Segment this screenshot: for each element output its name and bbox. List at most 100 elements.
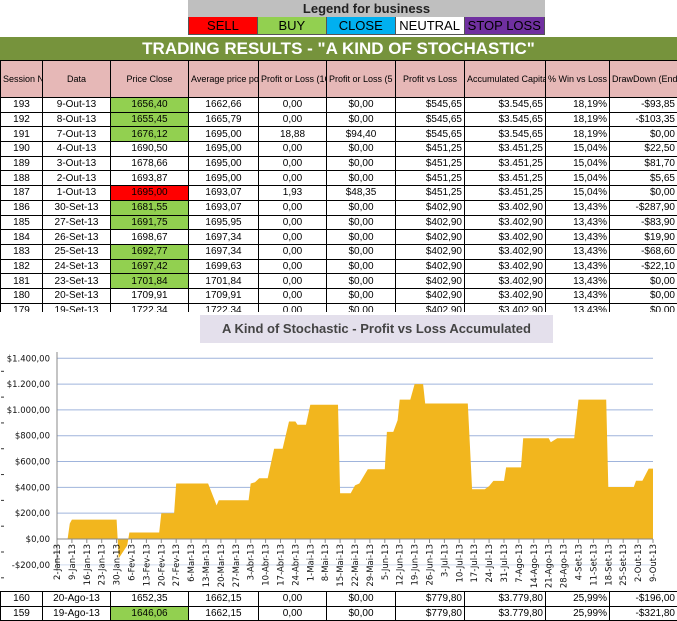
- cell-session-number: 191: [0, 126, 43, 143]
- cell-accumulated-capital: $3.545,65: [464, 111, 546, 128]
- cell-drawdown: -$93,85: [609, 97, 677, 113]
- chart: A Kind of Stochastic - Profit vs Loss Ac…: [0, 312, 677, 591]
- cell-session-number: 193: [0, 97, 43, 113]
- cell-pl-5cfd: $0,00: [326, 591, 396, 607]
- cell-avg-price: 1662,15: [188, 591, 259, 607]
- cell-drawdown: -$103,35: [609, 111, 677, 128]
- cell-avg-price: 1695,00: [188, 170, 259, 187]
- cell-accumulated-capital: $3.451,25: [464, 155, 546, 172]
- cell-drawdown: $81,70: [609, 155, 677, 172]
- cell-pl-1cfd: 0,00: [258, 258, 327, 275]
- cell-win-vs-loss: 13,43%: [545, 287, 610, 304]
- chart-title: A Kind of Stochastic - Profit vs Loss Ac…: [200, 315, 553, 343]
- column-header-price-close: Price Close: [110, 60, 189, 98]
- cell-pl-5cfd: $0,00: [326, 243, 396, 260]
- legend-item-close: CLOSE: [326, 17, 396, 34]
- x-tick-label: 17-Abr-13: [277, 544, 287, 586]
- column-header-accumulated-capital: Accumulated Capital: [464, 60, 546, 98]
- table-row: 189 3-Out-13 1678,66 1695,00 0,00 $0,00 $451,2…: [0, 155, 677, 172]
- cell-pl-5cfd: $0,00: [326, 258, 396, 275]
- cell-avg-price: 1699,63: [188, 258, 259, 275]
- cell-session-number: 184: [0, 229, 43, 245]
- cell-pl-5cfd: $0,00: [326, 605, 396, 621]
- x-tick-label: 24-Abr-13: [291, 544, 301, 586]
- cell-accumulated-capital: $3.402,90: [464, 273, 546, 289]
- x-tick-label: 11-Set-13: [589, 544, 599, 586]
- cell-avg-price: 1693,07: [188, 185, 259, 201]
- cell-win-vs-loss: 15,04%: [545, 185, 610, 201]
- cell-session-number: 192: [0, 111, 43, 128]
- cell-win-vs-loss: 13,43%: [545, 258, 610, 275]
- cell-date: 3-Out-13: [42, 155, 111, 172]
- cell-price-close: 1691,75: [110, 214, 189, 231]
- cell-drawdown: -$287,90: [609, 199, 677, 216]
- cell-price-close: 1709,91: [110, 287, 189, 304]
- x-tick-label: 20-Fev-13: [157, 544, 167, 586]
- x-tick-label: 27-Fev-13: [172, 544, 182, 586]
- x-tick-label: 10-Abr-13: [262, 544, 272, 586]
- cell-avg-price: 1701,84: [188, 273, 259, 289]
- cell-win-vs-loss: 13,43%: [545, 243, 610, 260]
- x-tick-label: 9-Jan-13: [68, 544, 78, 580]
- x-tick-label: 4-Set-13: [575, 544, 585, 580]
- cell-profit-vs-loss: $451,25: [395, 141, 465, 157]
- legend-item-sell: SELL: [189, 17, 258, 34]
- column-header-avg-price: Average price positions: [188, 60, 259, 98]
- table-row: 188 2-Out-13 1693,87 1695,00 0,00 $0,00 $451,2…: [0, 170, 677, 187]
- cell-drawdown: $19,90: [609, 229, 677, 245]
- cell-profit-vs-loss: $402,90: [395, 243, 465, 260]
- cell-profit-vs-loss: $779,80: [395, 605, 465, 621]
- cell-avg-price: 1695,00: [188, 126, 259, 143]
- cell-pl-5cfd: $0,00: [326, 229, 396, 245]
- x-tick-label: 1-Mai-13: [306, 544, 316, 581]
- x-tick-label: 26-Jun-13: [426, 544, 436, 586]
- cell-accumulated-capital: $3.402,90: [464, 243, 546, 260]
- cell-date: 1-Out-13: [42, 185, 111, 201]
- cell-avg-price: 1695,00: [188, 155, 259, 172]
- cell-accumulated-capital: $3.779,80: [464, 605, 546, 621]
- cell-pl-1cfd: 0,00: [258, 229, 327, 245]
- x-tick-label: 10-Jul-13: [455, 544, 465, 583]
- cell-price-close: 1655,45: [110, 111, 189, 128]
- cell-pl-1cfd: 0,00: [258, 591, 327, 607]
- cell-session-number: 188: [0, 170, 43, 187]
- cell-avg-price: 1665,79: [188, 111, 259, 128]
- legend-item-buy: BUY: [257, 17, 327, 34]
- cell-accumulated-capital: $3.545,65: [464, 126, 546, 143]
- cell-avg-price: 1709,91: [188, 287, 259, 304]
- x-tick-label: 5-Jun-13: [381, 544, 391, 580]
- cell-price-close: 1652,35: [110, 591, 189, 607]
- cell-pl-1cfd: 0,00: [258, 273, 327, 289]
- cell-date: 20-Ago-13: [42, 591, 111, 607]
- table-row: 193 9-Out-13 1656,40 1662,66 0,00 $0,00 $545,6…: [0, 97, 677, 113]
- cell-date: 2-Out-13: [42, 170, 111, 187]
- cell-price-close: 1690,50: [110, 141, 189, 157]
- legend: Legend for business SELL BUY CLOSE NEUTRAL S…: [188, 0, 545, 35]
- cell-session-number: 180: [0, 287, 43, 304]
- column-header-date: Data: [42, 60, 111, 98]
- cell-profit-vs-loss: $402,90: [395, 258, 465, 275]
- chart-svg: -$200,00 $0,00 $200,00 $400,00 $600,00 $800,0…: [1, 352, 659, 588]
- cell-avg-price: 1697,34: [188, 243, 259, 260]
- cell-pl-1cfd: 0,00: [258, 141, 327, 157]
- x-tick-label: 13-Mar-13: [202, 544, 212, 587]
- cell-accumulated-capital: $3.402,90: [464, 214, 546, 231]
- cell-session-number: 187: [0, 185, 43, 201]
- x-tick-label: 7-Ago-13: [515, 544, 525, 583]
- cell-pl-1cfd: 18,88: [258, 126, 327, 143]
- cell-accumulated-capital: $3.779,80: [464, 591, 546, 607]
- cell-accumulated-capital: $3.402,90: [464, 287, 546, 304]
- x-tick-label: 13-Fev-13: [142, 544, 152, 586]
- cell-win-vs-loss: 13,43%: [545, 229, 610, 245]
- table-row: 191 7-Out-13 1676,12 1695,00 18,88 $94,40 $545…: [0, 126, 677, 143]
- cell-date: 19-Ago-13: [42, 605, 111, 621]
- table-row: 180 20-Set-13 1709,91 1709,91 0,00 $0,00 $402,…: [0, 287, 677, 304]
- x-tick-label: 30-Jan-13: [113, 544, 123, 585]
- page-title: TRADING RESULTS - "A KIND OF STOCHASTIC": [0, 37, 677, 60]
- cell-pl-1cfd: 0,00: [258, 605, 327, 621]
- cell-win-vs-loss: 15,04%: [545, 155, 610, 172]
- x-tick-label: 20-Mar-13: [217, 544, 227, 587]
- cell-pl-1cfd: 0,00: [258, 214, 327, 231]
- x-tick-label: 18-Set-13: [604, 544, 614, 586]
- cell-pl-5cfd: $94,40: [326, 126, 396, 143]
